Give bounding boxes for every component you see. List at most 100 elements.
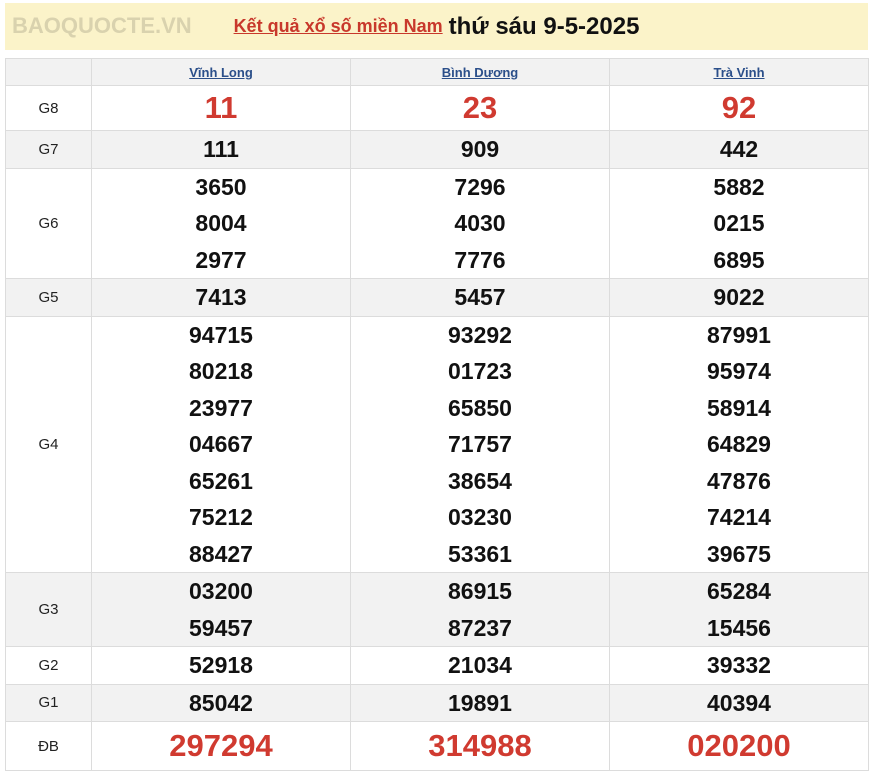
winning-number: 85042 [189, 689, 253, 716]
winning-number: 23 [462, 90, 498, 125]
prize-row-g3: G3 03200 59457 86915 87237 65284 15456 [5, 572, 869, 647]
prize-label: G5 [5, 278, 92, 317]
result-cell: 909 [350, 130, 610, 169]
draw-date: thứ sáu 9-5-2025 [448, 12, 640, 40]
result-cell: 87991 95974 58914 64829 47876 74214 39675 [609, 315, 869, 573]
prize-row-g2: G2 52918 21034 39332 [5, 646, 869, 685]
prize-row-g6: G6 3650 8004 2977 7296 4030 7776 5882 0215 6895 [5, 167, 869, 279]
winning-number: 8004 [195, 210, 247, 236]
winning-number: 7296 [454, 173, 506, 200]
winning-number: 59457 [189, 614, 253, 641]
winning-number: 95974 [707, 358, 771, 384]
winning-number: 40394 [707, 689, 771, 716]
province-link[interactable]: Trà Vinh [713, 64, 765, 80]
winning-number: 86915 [448, 578, 512, 604]
prize-row-g5: G5 7413 5457 9022 [5, 278, 869, 317]
winning-number: 3650 [195, 173, 247, 200]
result-cell: 5457 [350, 278, 610, 317]
winning-number: 297294 [169, 728, 273, 763]
winning-number: 5882 [713, 173, 765, 200]
prize-row-đb: ĐB 297294 314988 020200 [5, 721, 869, 771]
result-cell: 85042 [91, 683, 351, 722]
province-header-row: Vĩnh Long Bình Dương Trà Vinh [5, 58, 869, 86]
result-cell: 19891 [350, 683, 610, 722]
province-header: Trà Vinh [609, 58, 869, 86]
winning-number: 65261 [189, 467, 253, 494]
winning-number: 11 [204, 90, 238, 125]
province-link[interactable]: Vĩnh Long [189, 64, 253, 80]
winning-number: 53361 [448, 540, 512, 567]
winning-number: 314988 [428, 728, 532, 763]
prize-label: G3 [5, 572, 92, 647]
winning-number: 04667 [189, 431, 253, 457]
result-cell: 21034 [350, 646, 610, 685]
winning-number: 9022 [713, 284, 765, 310]
result-cell: 03200 59457 [91, 572, 351, 647]
result-cell: 5882 0215 6895 [609, 167, 869, 279]
winning-number: 39332 [707, 652, 771, 678]
prize-label: G7 [5, 130, 92, 169]
winning-number: 88427 [189, 540, 253, 567]
winning-number: 01723 [448, 358, 512, 384]
winning-number: 03200 [189, 578, 253, 604]
results-link[interactable]: Kết quả xổ số miền Nam [233, 16, 443, 36]
result-cell: 442 [609, 130, 869, 169]
result-cell: 52918 [91, 646, 351, 685]
winning-number: 47876 [707, 467, 771, 494]
province-link[interactable]: Bình Dương [441, 64, 519, 80]
result-cell: 9022 [609, 278, 869, 317]
winning-number: 5457 [454, 284, 506, 310]
result-cell: 93292 01723 65850 71757 38654 03230 53361 [350, 315, 610, 573]
result-cell: 39332 [609, 646, 869, 685]
province-header: Vĩnh Long [91, 58, 351, 86]
winning-number: 020200 [687, 728, 791, 763]
winning-number: 19891 [448, 689, 512, 716]
result-cell: 314988 [350, 721, 610, 771]
prize-label: G8 [5, 85, 92, 131]
results-table: Vĩnh Long Bình Dương Trà Vinh G8 11 23 92 G7… [5, 58, 869, 771]
result-cell: 92 [609, 85, 869, 131]
result-cell: 3650 8004 2977 [91, 167, 351, 279]
prize-label: G2 [5, 646, 92, 685]
winning-number: 92 [721, 90, 757, 125]
result-cell: 11 [91, 85, 351, 131]
winning-number: 03230 [448, 504, 512, 530]
result-cell: 86915 87237 [350, 572, 610, 647]
result-cell: 65284 15456 [609, 572, 869, 647]
result-cell: 94715 80218 23977 04667 65261 75212 88427 [91, 315, 351, 573]
winning-number: 0215 [713, 210, 765, 236]
winning-number: 21034 [448, 652, 512, 678]
winning-number: 15456 [707, 614, 771, 641]
winning-number: 909 [460, 136, 500, 162]
winning-number: 4030 [454, 210, 506, 236]
winning-number: 6895 [713, 246, 765, 273]
result-cell: 7413 [91, 278, 351, 317]
winning-number: 65850 [448, 394, 512, 421]
winning-number: 111 [203, 136, 239, 162]
winning-number: 39675 [707, 540, 771, 567]
prize-label: G4 [5, 315, 92, 573]
prize-row-g7: G7 111 909 442 [5, 130, 869, 169]
result-cell: 7296 4030 7776 [350, 167, 610, 279]
winning-number: 94715 [189, 321, 253, 348]
winning-number: 93292 [448, 321, 512, 348]
winning-number: 7776 [454, 246, 506, 273]
prize-row-g4: G4 94715 80218 23977 04667 65261 75212 88427 932… [5, 315, 869, 573]
province-header: Bình Dương [350, 58, 610, 86]
prize-column-header [5, 58, 92, 86]
winning-number: 74214 [707, 504, 771, 530]
winning-number: 38654 [448, 467, 512, 494]
result-cell: 020200 [609, 721, 869, 771]
prize-label: ĐB [5, 721, 92, 771]
winning-number: 75212 [189, 504, 253, 530]
results-title-banner: Kết quả xổ số miền Nam thứ sáu 9-5-2025 [5, 3, 868, 50]
winning-number: 87991 [707, 321, 771, 348]
prize-row-g8: G8 11 23 92 [5, 85, 869, 131]
prize-row-g1: G1 85042 19891 40394 [5, 683, 869, 722]
winning-number: 58914 [707, 394, 771, 421]
winning-number: 52918 [189, 652, 253, 678]
winning-number: 2977 [195, 246, 247, 273]
result-cell: 23 [350, 85, 610, 131]
result-cell: 111 [91, 130, 351, 169]
winning-number: 64829 [707, 431, 771, 457]
